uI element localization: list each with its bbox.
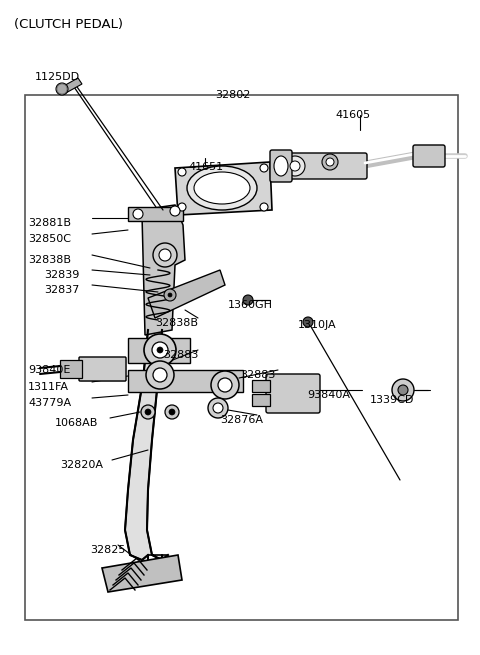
Circle shape xyxy=(145,409,151,415)
Circle shape xyxy=(398,385,408,395)
Circle shape xyxy=(322,154,338,170)
Circle shape xyxy=(146,361,174,389)
Bar xyxy=(25,95,458,620)
Text: 93840E: 93840E xyxy=(28,365,71,375)
Text: 1311FA: 1311FA xyxy=(28,382,69,392)
Text: 32883: 32883 xyxy=(163,350,198,360)
Text: 1360GH: 1360GH xyxy=(228,300,273,310)
Text: 1339CD: 1339CD xyxy=(370,395,414,405)
Polygon shape xyxy=(60,78,82,94)
Text: 1310JA: 1310JA xyxy=(298,320,336,330)
Polygon shape xyxy=(102,555,182,592)
Circle shape xyxy=(133,209,143,219)
Bar xyxy=(252,380,270,392)
Text: 93840A: 93840A xyxy=(307,390,350,400)
FancyBboxPatch shape xyxy=(270,150,292,182)
Circle shape xyxy=(165,405,179,419)
Circle shape xyxy=(168,293,172,297)
Circle shape xyxy=(152,342,168,358)
Bar xyxy=(268,376,318,411)
Circle shape xyxy=(170,206,180,216)
Circle shape xyxy=(260,203,268,211)
Text: 1068AB: 1068AB xyxy=(55,418,98,428)
Circle shape xyxy=(153,368,167,382)
Circle shape xyxy=(144,334,176,366)
Circle shape xyxy=(153,243,177,267)
Circle shape xyxy=(303,317,313,327)
Polygon shape xyxy=(140,205,185,335)
Circle shape xyxy=(213,403,223,413)
Circle shape xyxy=(157,347,163,353)
Circle shape xyxy=(178,168,186,176)
Polygon shape xyxy=(175,162,272,215)
Ellipse shape xyxy=(285,156,305,176)
Circle shape xyxy=(218,378,232,392)
Ellipse shape xyxy=(290,161,300,171)
Circle shape xyxy=(260,164,268,172)
Circle shape xyxy=(243,295,253,305)
Bar xyxy=(128,338,190,363)
Bar xyxy=(252,394,270,406)
Text: 32837: 32837 xyxy=(44,285,79,295)
Text: 32839: 32839 xyxy=(44,270,79,280)
Circle shape xyxy=(159,249,171,261)
FancyBboxPatch shape xyxy=(283,153,367,179)
Polygon shape xyxy=(125,330,168,560)
Circle shape xyxy=(211,371,239,399)
Text: 32802: 32802 xyxy=(215,90,251,100)
Bar xyxy=(128,370,243,392)
Circle shape xyxy=(392,379,414,401)
FancyBboxPatch shape xyxy=(79,357,126,381)
Circle shape xyxy=(56,83,68,95)
Circle shape xyxy=(141,405,155,419)
Bar xyxy=(128,207,183,221)
Text: 1125DD: 1125DD xyxy=(35,72,80,82)
Polygon shape xyxy=(148,270,225,318)
Ellipse shape xyxy=(274,156,288,176)
Ellipse shape xyxy=(194,172,250,204)
Bar xyxy=(60,360,82,378)
Ellipse shape xyxy=(187,166,257,210)
Text: 41605: 41605 xyxy=(335,110,370,120)
Text: 32820A: 32820A xyxy=(60,460,103,470)
Circle shape xyxy=(326,158,334,166)
Text: 32825: 32825 xyxy=(90,545,125,555)
Text: 41651: 41651 xyxy=(188,162,223,172)
Text: 32881B: 32881B xyxy=(28,218,71,228)
Circle shape xyxy=(178,203,186,211)
Circle shape xyxy=(208,398,228,418)
Circle shape xyxy=(169,409,175,415)
FancyBboxPatch shape xyxy=(413,145,445,167)
Bar xyxy=(80,358,125,380)
FancyBboxPatch shape xyxy=(266,374,320,413)
Text: 32883: 32883 xyxy=(240,370,276,380)
Text: 32876A: 32876A xyxy=(220,415,263,425)
Text: 43779A: 43779A xyxy=(28,398,71,408)
Circle shape xyxy=(164,289,176,301)
Text: (CLUTCH PEDAL): (CLUTCH PEDAL) xyxy=(14,18,123,31)
Text: 32838B: 32838B xyxy=(28,255,71,265)
Text: 32838B: 32838B xyxy=(155,318,198,328)
Text: 32850C: 32850C xyxy=(28,234,71,244)
